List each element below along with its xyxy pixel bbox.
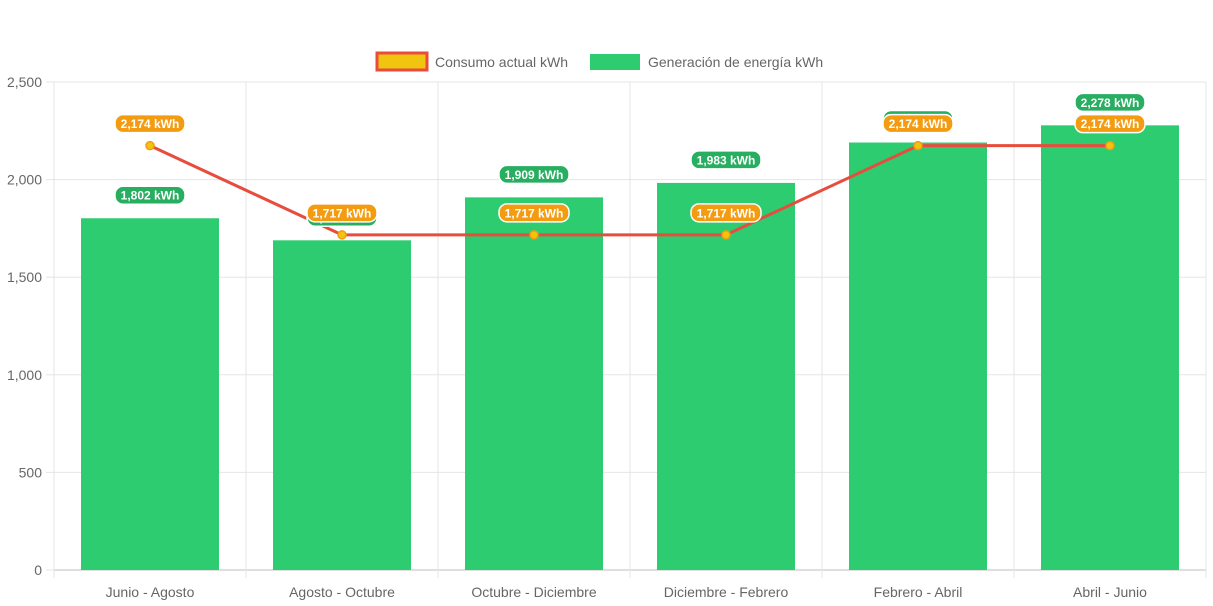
y-tick-label: 500 bbox=[19, 464, 43, 480]
x-tick-label: Agosto - Octubre bbox=[289, 584, 395, 600]
x-tick-label: Octubre - Diciembre bbox=[471, 584, 596, 600]
legend-swatch-generacion bbox=[590, 54, 640, 70]
y-tick-label: 2,500 bbox=[7, 74, 42, 90]
consumption-data-label-text: 2,174 kWh bbox=[889, 117, 948, 131]
consumption-data-label: 2,174 kWh bbox=[114, 113, 186, 134]
generation-data-label: 1,802 kWh bbox=[114, 185, 186, 205]
consumption-data-label: 2,174 kWh bbox=[1074, 113, 1146, 134]
consumption-data-label-bg bbox=[1074, 113, 1146, 134]
consumption-data-label-text: 2,174 kWh bbox=[1081, 117, 1140, 131]
legend-item-generacion[interactable]: Generación de energía kWh bbox=[590, 54, 823, 70]
generation-bar[interactable] bbox=[1041, 125, 1179, 570]
consumption-data-label-text: 1,717 kWh bbox=[313, 206, 372, 220]
y-tick-label: 0 bbox=[34, 562, 42, 578]
x-tick-label: Junio - Agosto bbox=[106, 584, 195, 600]
generation-data-label-text: 2,278 kWh bbox=[1081, 96, 1140, 110]
consumption-data-label: 2,174 kWh bbox=[882, 113, 954, 134]
consumption-data-label-bg bbox=[882, 113, 954, 134]
consumption-data-label: 1,717 kWh bbox=[306, 203, 378, 223]
consumption-point[interactable] bbox=[913, 140, 923, 151]
generation-data-label-bg bbox=[690, 150, 762, 170]
generation-data-label-bg bbox=[498, 164, 570, 185]
legend-label-consumo: Consumo actual kWh bbox=[435, 54, 568, 70]
consumption-point[interactable] bbox=[145, 140, 155, 151]
generation-data-label-text: 1,802 kWh bbox=[121, 189, 180, 203]
generation-data-label-bg bbox=[114, 185, 186, 205]
consumption-data-label-bg bbox=[498, 203, 570, 223]
generation-data-label: 1,983 kWh bbox=[690, 150, 762, 170]
consumption-data-label-bg bbox=[690, 203, 762, 223]
consumption-point[interactable] bbox=[1105, 140, 1115, 151]
y-tick-label: 2,000 bbox=[7, 172, 42, 188]
generation-data-label-text: 1,909 kWh bbox=[505, 168, 564, 182]
consumption-data-label: 1,717 kWh bbox=[690, 203, 762, 223]
consumption-data-label-text: 1,717 kWh bbox=[697, 206, 756, 220]
generation-bar[interactable] bbox=[849, 142, 987, 570]
legend-swatch-consumo bbox=[375, 51, 429, 72]
consumption-data-label-bg bbox=[114, 113, 186, 134]
consumption-data-label-text: 1,717 kWh bbox=[505, 206, 564, 220]
generation-bar[interactable] bbox=[465, 197, 603, 570]
generation-data-label-bg bbox=[1074, 92, 1146, 113]
generation-bar[interactable] bbox=[657, 182, 795, 570]
generation-bar[interactable] bbox=[273, 240, 411, 571]
generation-data-label-text: 1,983 kWh bbox=[697, 153, 756, 167]
consumption-data-label: 1,717 kWh bbox=[498, 203, 570, 223]
consumption-point[interactable] bbox=[721, 230, 731, 240]
generation-data-label: 1,909 kWh bbox=[498, 164, 570, 185]
consumption-data-label-bg bbox=[306, 203, 378, 223]
consumption-point[interactable] bbox=[337, 230, 347, 240]
generation-data-label: 2,278 kWh bbox=[1074, 92, 1146, 113]
bar-series bbox=[81, 125, 1179, 571]
y-tick-label: 1,000 bbox=[7, 367, 42, 383]
legend[interactable]: Consumo actual kWh Generación de energía … bbox=[375, 51, 823, 72]
generation-bar[interactable] bbox=[81, 218, 219, 570]
x-tick-label: Diciembre - Febrero bbox=[664, 584, 789, 600]
legend-label-generacion: Generación de energía kWh bbox=[648, 54, 823, 70]
x-tick-label: Abril - Junio bbox=[1073, 584, 1147, 600]
consumption-data-label-text: 2,174 kWh bbox=[121, 117, 180, 131]
consumption-point[interactable] bbox=[529, 230, 539, 240]
grid-lines bbox=[46, 81, 1207, 578]
y-tick-label: 1,500 bbox=[7, 269, 42, 285]
x-tick-label: Febrero - Abril bbox=[874, 584, 963, 600]
axes: 0 500 1,000 1,500 2,000 2,500 Junio - Agosto Ag… bbox=[7, 74, 1147, 600]
legend-item-consumo[interactable]: Consumo actual kWh bbox=[375, 51, 568, 72]
